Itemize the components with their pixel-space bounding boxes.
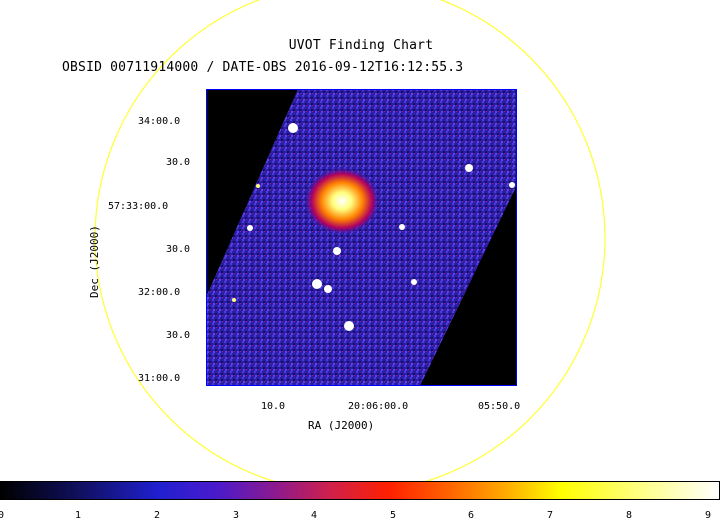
x-axis-label: RA (J2000) bbox=[308, 419, 375, 432]
chart-title: UVOT Finding Chart bbox=[288, 38, 434, 53]
y-axis-label: Dec (J2000) bbox=[88, 225, 101, 298]
colorbar-tick: 6 bbox=[467, 510, 475, 521]
dec-tick: 57:33:00.0 bbox=[108, 201, 169, 212]
sky-image bbox=[206, 89, 517, 386]
colorbar bbox=[0, 481, 720, 500]
ra-tick: 20:06:00.0 bbox=[348, 401, 409, 412]
dec-tick: 34:00.0 bbox=[138, 116, 181, 127]
colorbar-tick: 7 bbox=[546, 510, 554, 521]
colorbar-tick: 0 bbox=[0, 510, 5, 521]
colorbar-tick: 5 bbox=[389, 510, 397, 521]
colorbar-tick: 4 bbox=[310, 510, 318, 521]
dec-tick: 30.0 bbox=[166, 330, 191, 341]
dec-tick: 31:00.0 bbox=[138, 373, 181, 384]
dec-tick: 32:00.0 bbox=[138, 287, 181, 298]
ra-tick: 05:50.0 bbox=[478, 401, 521, 412]
colorbar-tick: 2 bbox=[153, 510, 161, 521]
chart-subtitle: OBSID 00711914000 / DATE-OBS 2016-09-12T… bbox=[62, 60, 464, 75]
colorbar-tick: 1 bbox=[74, 510, 82, 521]
dec-tick: 30.0 bbox=[166, 157, 191, 168]
ra-tick: 10.0 bbox=[261, 401, 286, 412]
dec-tick: 30.0 bbox=[166, 244, 191, 255]
colorbar-tick: 8 bbox=[625, 510, 633, 521]
colorbar-tick: 9 bbox=[704, 510, 712, 521]
colorbar-tick: 3 bbox=[232, 510, 240, 521]
